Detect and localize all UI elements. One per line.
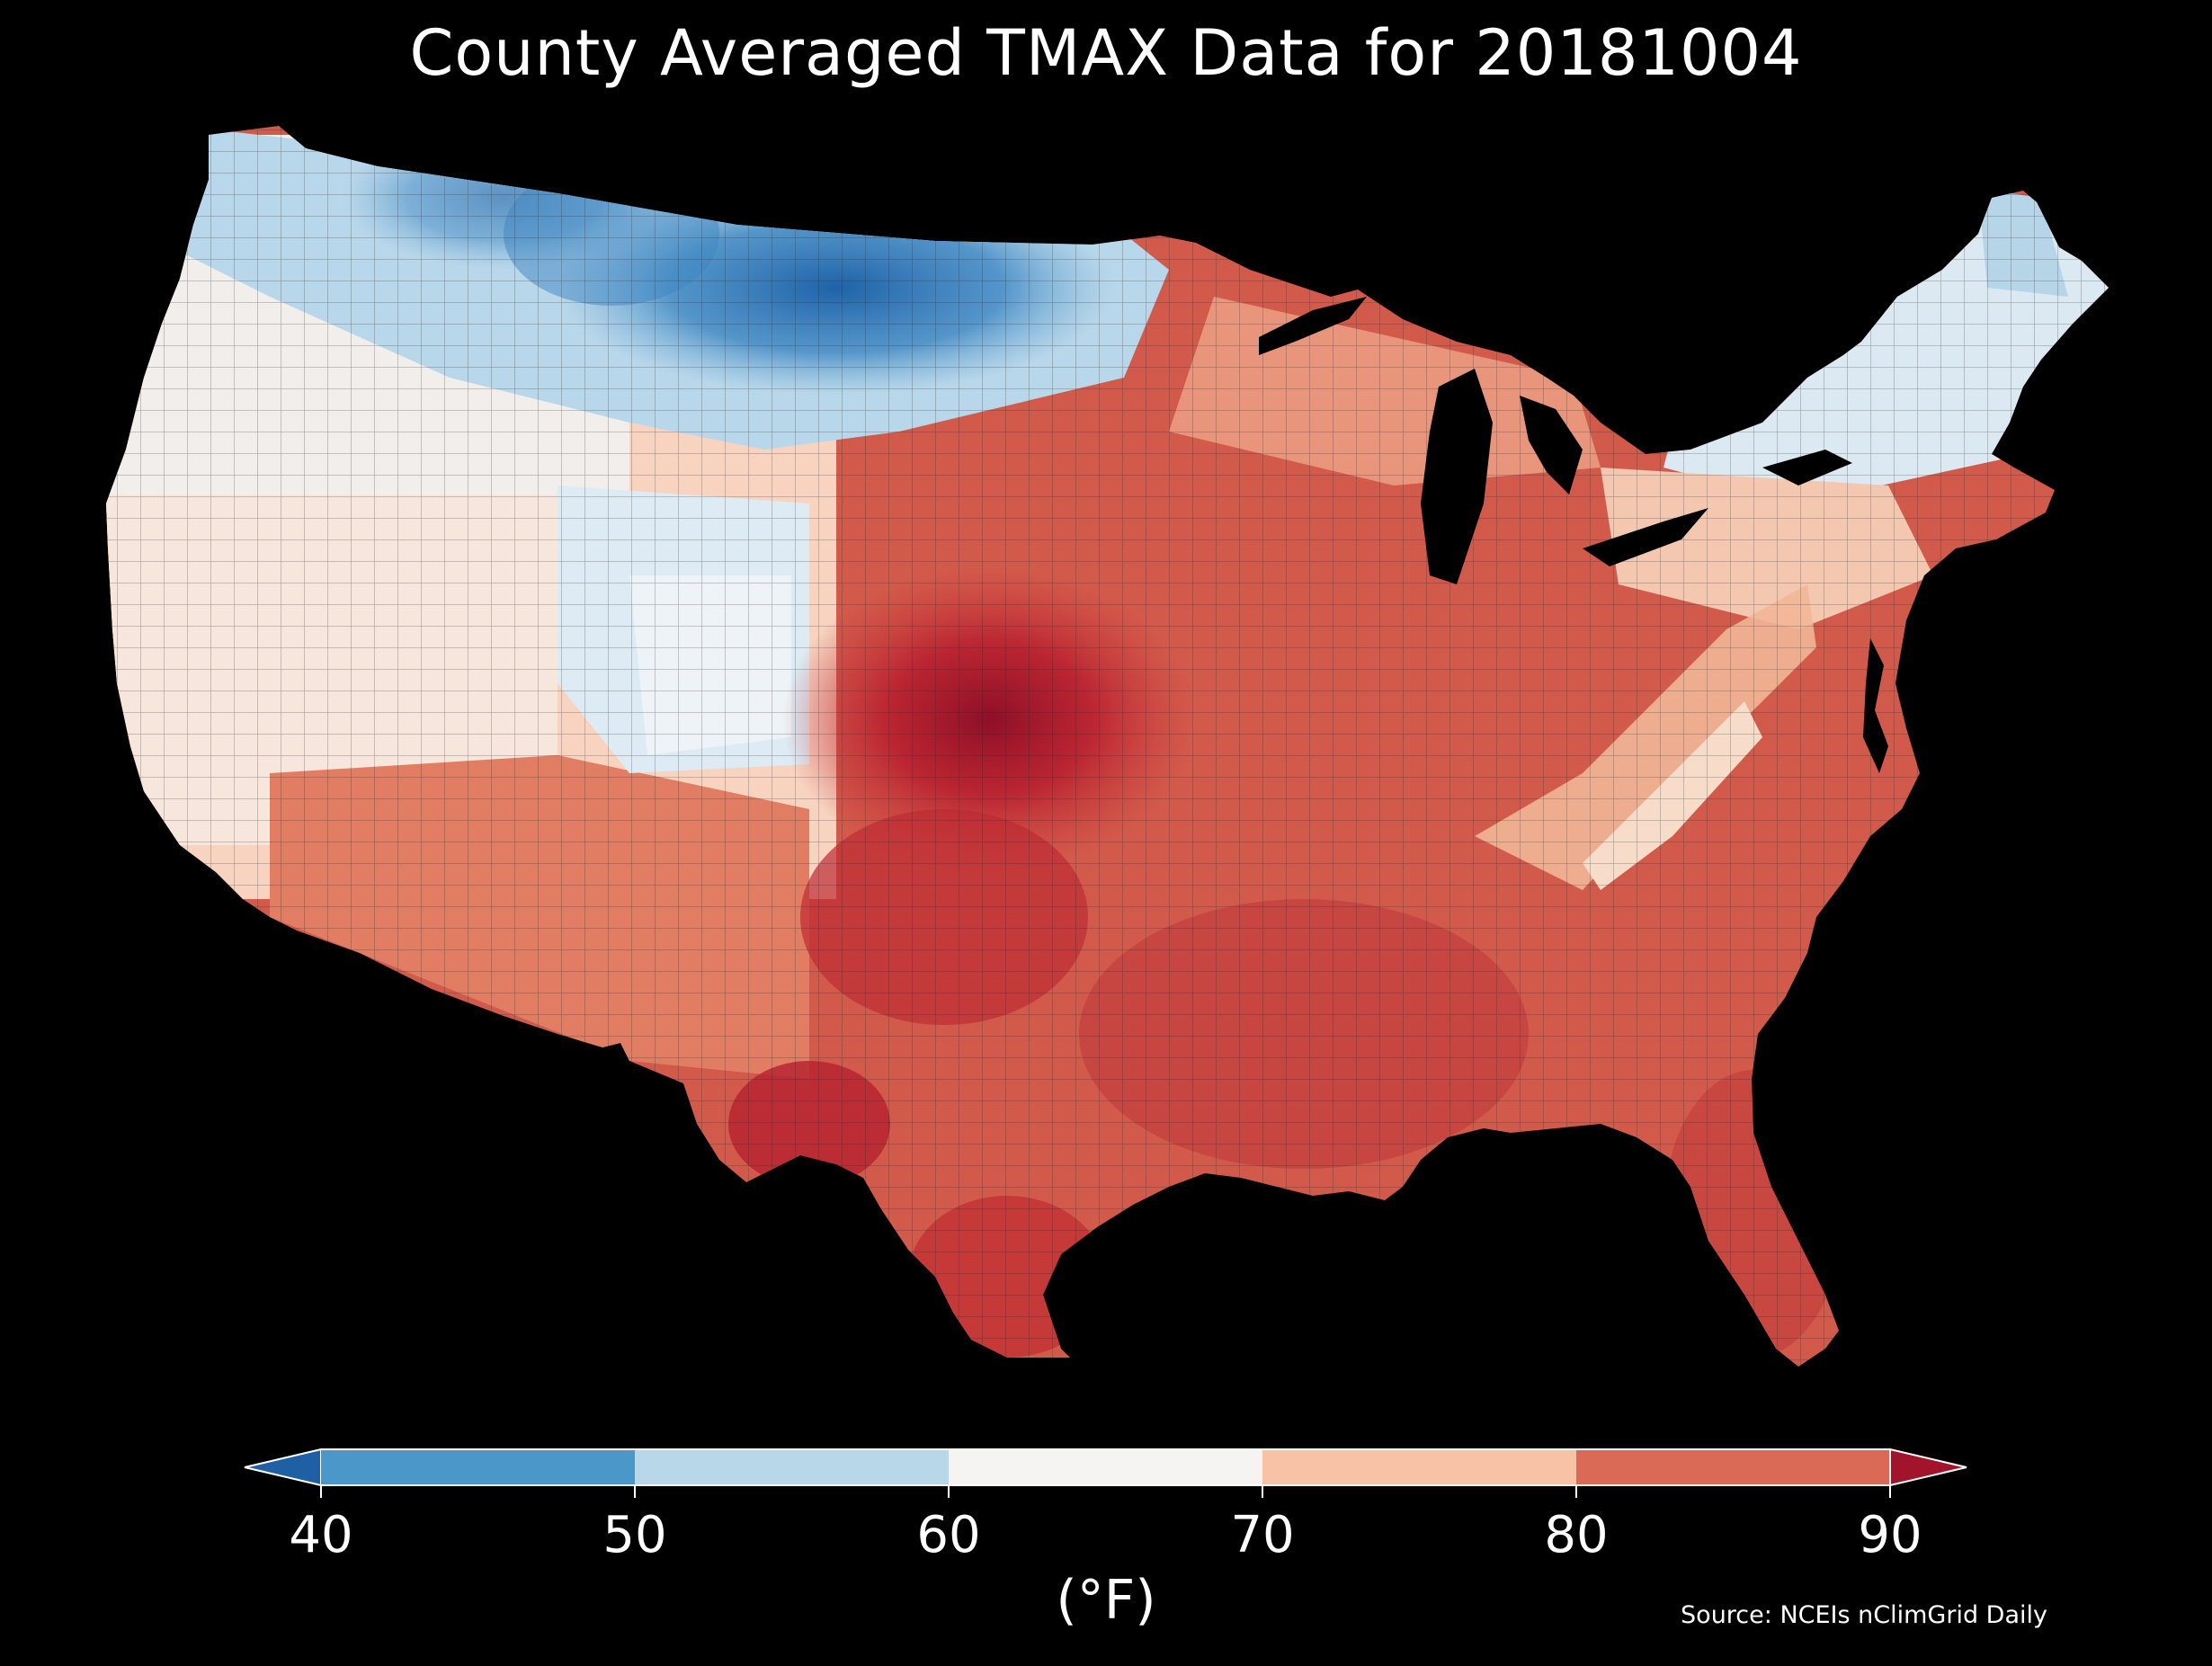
colorbar-tick-label: 90 xyxy=(1858,1506,1922,1564)
colorbar-tick-label: 80 xyxy=(1544,1506,1609,1564)
colorbar-bin xyxy=(1262,1449,1576,1485)
colorbar-bin xyxy=(949,1449,1262,1485)
colorbar-tick-label: 70 xyxy=(1230,1506,1295,1564)
colorbar-bin xyxy=(321,1449,635,1485)
colorbar-outline xyxy=(321,1448,1890,1486)
colorbar-bin xyxy=(635,1449,949,1485)
source-credit: Source: NCEIs nClimGrid Daily xyxy=(1681,1601,2047,1629)
colorbar-tick-label: 50 xyxy=(602,1506,667,1564)
great-lakes xyxy=(1259,297,1852,584)
chesapeake-bay xyxy=(1863,638,1888,773)
map-title: County Averaged TMAX Data for 20181004 xyxy=(409,16,1803,90)
colorbar-bin xyxy=(1576,1449,1890,1485)
colorbar-tick-label: 60 xyxy=(916,1506,981,1564)
colorbar-bin-above xyxy=(1889,1448,1967,1487)
colorbar-tick-label: 40 xyxy=(289,1506,353,1564)
colorbar-unit-label: (°F) xyxy=(1056,1569,1156,1632)
colorbar-bin-below xyxy=(244,1448,322,1487)
